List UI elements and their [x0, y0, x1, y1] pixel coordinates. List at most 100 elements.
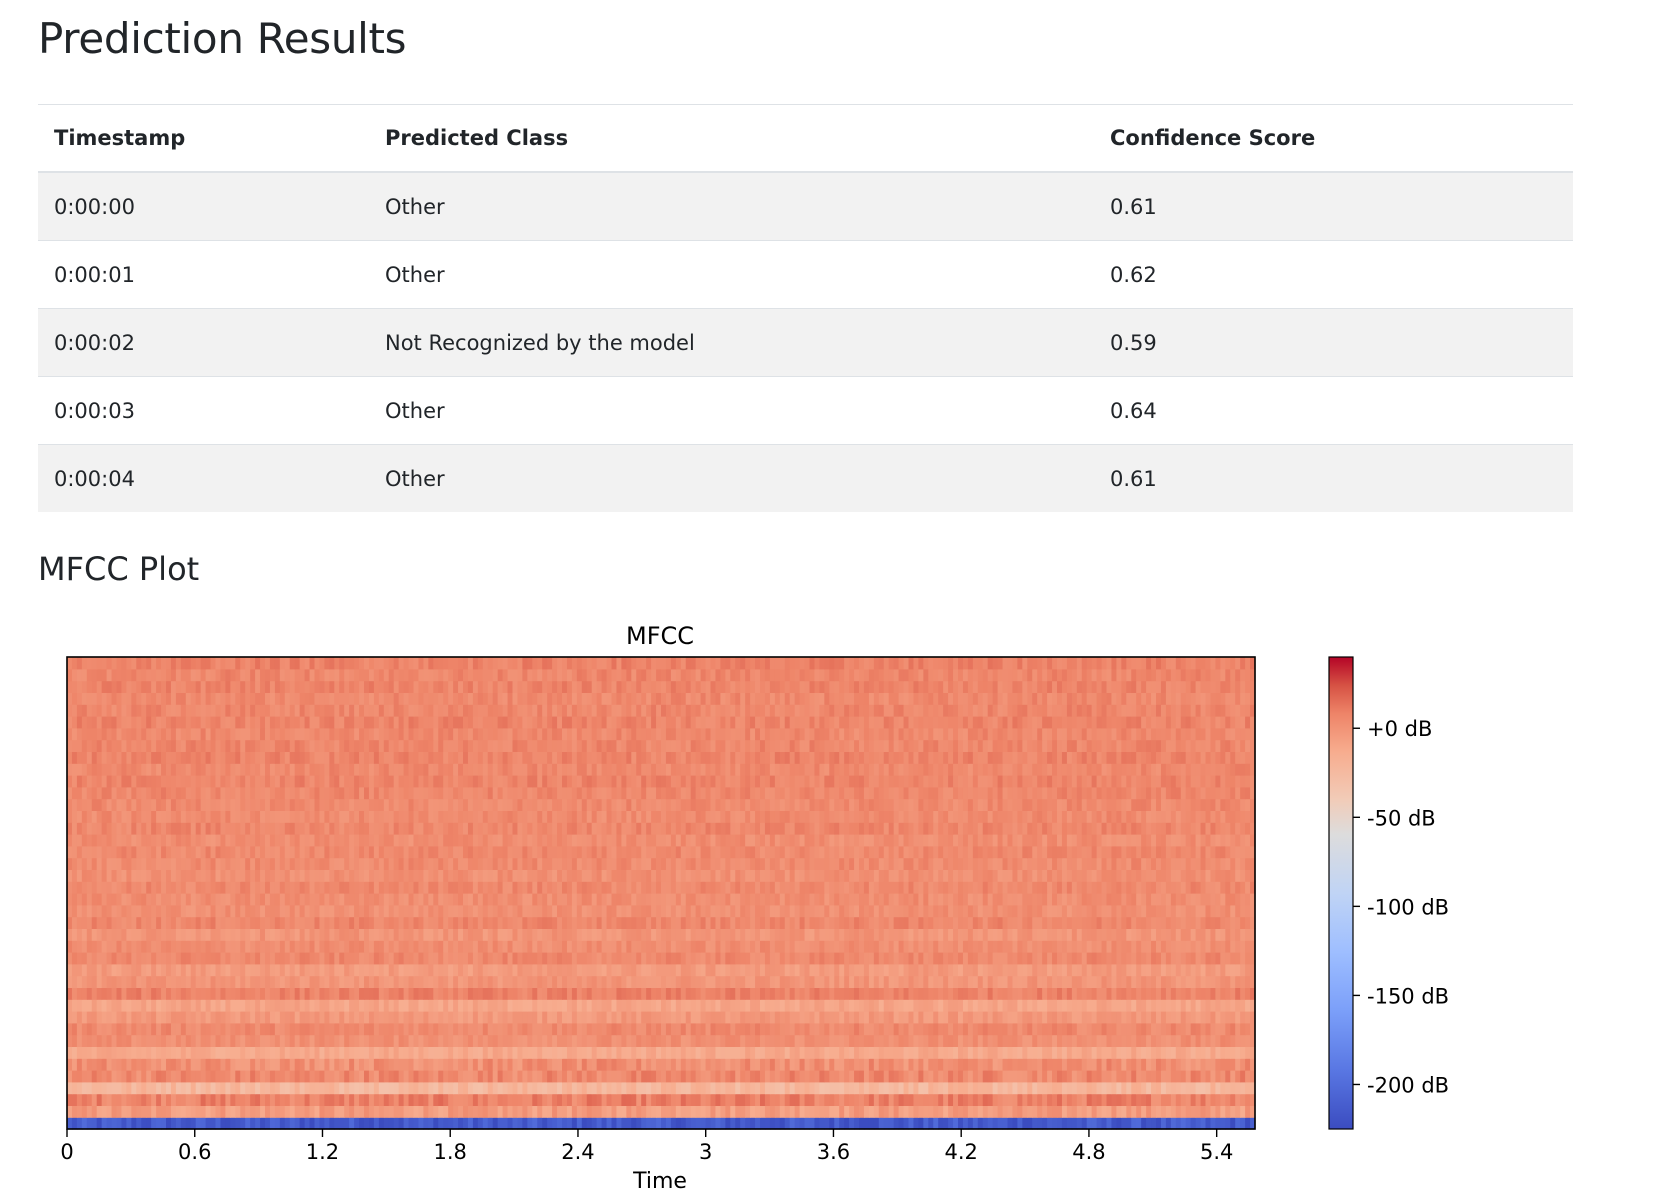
heatmap-cell — [408, 1046, 415, 1059]
heatmap-cell — [91, 881, 98, 894]
heatmap-cell — [314, 1070, 321, 1083]
heatmap-cell — [1220, 963, 1226, 977]
heatmap-cell — [715, 1034, 721, 1047]
heatmap-cell — [190, 987, 197, 1000]
heatmap-cell — [1032, 987, 1038, 1000]
heatmap-cell — [903, 1034, 910, 1047]
heatmap-cell — [106, 999, 113, 1012]
heatmap-cell — [774, 1070, 781, 1083]
heatmap-cell — [923, 928, 929, 941]
heatmap-cell — [492, 1070, 499, 1083]
heatmap-cell — [81, 1046, 88, 1059]
heatmap-cell — [670, 904, 677, 918]
heatmap-cell — [210, 952, 217, 965]
heatmap-cell — [1071, 916, 1078, 929]
heatmap-cell — [695, 1046, 702, 1059]
heatmap-cell — [502, 999, 509, 1012]
heatmap-cell — [1200, 940, 1207, 953]
heatmap-cell — [373, 1105, 380, 1118]
heatmap-cell — [992, 904, 999, 918]
heatmap-cell — [661, 1011, 667, 1024]
heatmap-cell — [175, 1022, 182, 1036]
heatmap-cell — [1002, 940, 1009, 953]
heatmap-cell — [458, 928, 464, 941]
heatmap-cell — [1131, 1105, 1137, 1118]
heatmap-cell — [527, 1034, 533, 1047]
heatmap-cell — [705, 1070, 712, 1083]
heatmap-cell — [651, 928, 657, 941]
heatmap-cell — [814, 881, 820, 894]
heatmap-cell — [839, 963, 845, 977]
heatmap-cell — [482, 1105, 489, 1118]
heatmap-cell — [962, 916, 969, 929]
heatmap-cell — [844, 1081, 850, 1095]
heatmap-cell — [834, 952, 840, 965]
heatmap-cell — [368, 1046, 375, 1059]
heatmap-cell — [1032, 1105, 1038, 1118]
heatmap-cell — [789, 881, 796, 894]
heatmap-cell — [789, 1105, 796, 1118]
heatmap-cell — [849, 975, 855, 988]
heatmap-cell — [487, 999, 494, 1012]
heatmap-cell — [571, 904, 578, 918]
heatmap-cell — [86, 904, 93, 918]
heatmap-cell — [769, 1093, 776, 1106]
heatmap-cell — [413, 1070, 420, 1083]
heatmap-cell — [1235, 963, 1241, 977]
heatmap-cell — [131, 1105, 137, 1118]
heatmap-cell — [601, 881, 608, 894]
heatmap-cell — [1141, 963, 1147, 977]
heatmap-cell — [675, 1046, 682, 1059]
heatmap-cell — [1057, 916, 1063, 929]
heatmap-cell — [982, 1093, 989, 1106]
heatmap-cell — [982, 1034, 989, 1047]
heatmap-cell — [398, 1022, 405, 1036]
heatmap-cell — [893, 1070, 900, 1083]
heatmap-cell — [1131, 1046, 1137, 1059]
heatmap-cell — [552, 1093, 558, 1106]
heatmap-cell — [220, 904, 226, 918]
heatmap-cell — [690, 963, 697, 977]
heatmap-cell — [101, 881, 108, 894]
heatmap-cell — [364, 952, 370, 965]
heatmap-cell — [487, 1022, 494, 1036]
heatmap-cell — [339, 1093, 345, 1106]
heatmap-cell — [552, 940, 558, 953]
heatmap-cell — [849, 881, 855, 894]
heatmap-cell — [1126, 1046, 1132, 1059]
heatmap-cell — [1170, 1070, 1177, 1083]
heatmap-cell — [215, 975, 222, 988]
heatmap-cell — [81, 1058, 88, 1071]
heatmap-cell — [116, 987, 123, 1000]
heatmap-cell — [873, 1011, 880, 1024]
heatmap-cell — [784, 1093, 791, 1106]
heatmap-cell — [349, 881, 355, 894]
heatmap-cell — [982, 1105, 989, 1118]
heatmap-cell — [799, 940, 806, 953]
heatmap-cell — [1066, 1081, 1073, 1095]
heatmap-cell — [562, 1117, 568, 1130]
heatmap-cell — [319, 1046, 325, 1059]
heatmap-cell — [101, 893, 108, 906]
heatmap-cell — [730, 975, 736, 988]
heatmap-cell — [844, 963, 850, 977]
heatmap-cell — [987, 904, 994, 918]
heatmap-cell — [873, 952, 880, 965]
heatmap-cell — [532, 952, 538, 965]
heatmap-cell — [81, 928, 88, 941]
heatmap-cell — [626, 893, 632, 906]
heatmap-cell — [1081, 1022, 1088, 1036]
heatmap-cell — [304, 1105, 311, 1118]
heatmap-cell — [705, 1093, 712, 1106]
heatmap-cell — [1052, 1093, 1058, 1106]
heatmap-cell — [467, 881, 474, 894]
heatmap-cell — [606, 1093, 613, 1106]
heatmap-cell — [903, 999, 910, 1012]
heatmap-cell — [438, 987, 444, 1000]
heatmap-cell — [76, 1081, 83, 1095]
heatmap-cell — [834, 928, 840, 941]
heatmap-cell — [502, 952, 509, 965]
heatmap-cell — [146, 881, 152, 894]
heatmap-cell — [1151, 963, 1157, 977]
heatmap-cell — [161, 987, 167, 1000]
